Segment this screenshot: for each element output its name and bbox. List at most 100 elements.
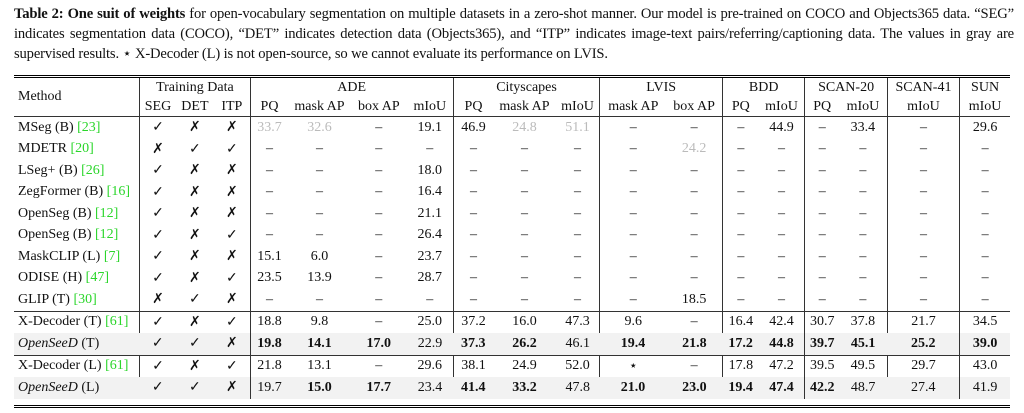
value-ade-pq: 33.7 — [249, 116, 289, 139]
value-city-pq: – — [452, 203, 494, 225]
value-scan20-miou: – — [859, 184, 867, 200]
value-scan20-pq: – — [804, 224, 840, 246]
value-scan20-pq: – — [804, 267, 840, 289]
value-scan20-miou: 33.4 — [850, 119, 876, 135]
check-icon: ✓ — [139, 333, 176, 355]
cross-icon: ✗ — [189, 184, 201, 200]
value-scan20-pq: – — [804, 160, 840, 182]
value-lvis-box-ap: 23.0 — [666, 377, 723, 399]
value-lvis-box-ap: – — [690, 227, 698, 243]
citation-link: [7] — [103, 248, 121, 264]
value-lvis-mask-ap: ⋆ — [599, 354, 667, 377]
value-lvis-box-ap: – — [690, 162, 698, 178]
top-rule — [14, 75, 1010, 78]
table-row: MaskCLIP (L) [7] ✓ ✗ ✗ 15.1 6.0–23.7– – – – – – – – –… — [14, 246, 1010, 268]
method-name: LSeg+ (B) — [18, 162, 78, 178]
table-row: OpenSeeD (L) ✓ ✓ ✗ 19.7 15.0 17.7 23.4 41.4 33.2 4… — [14, 377, 1010, 399]
value-lvis-mask-ap: 21.0 — [599, 377, 667, 399]
value-scan20-pq: – — [804, 138, 840, 160]
value-sun-miou: 34.5 — [959, 310, 1010, 333]
method-cell: ODISE (H) [47] — [14, 268, 140, 290]
table-row: GLIP (T) [30] ✗ ✓ ✗ – – – – – – – –18.5– – – – – – — [14, 289, 1010, 311]
value-city-mask-ap: – — [521, 291, 528, 307]
value-ade-box-ap: 17.0 — [350, 333, 407, 355]
method-cell: OpenSeeD (L) — [14, 377, 140, 399]
cross-icon: ✗ — [189, 120, 201, 136]
value-lvis-mask-ap: – — [599, 246, 667, 268]
table-row: ODISE (H) [47] ✓ ✗ ✓ 23.5 13.9–28.7– – – – – – – – – –… — [14, 267, 1010, 290]
cross-icon: ✗ — [213, 333, 251, 355]
value-city-mask-ap: – — [521, 248, 528, 264]
value-city-miou: 51.1 — [565, 119, 590, 135]
value-scan20-pq: 42.2 — [804, 377, 840, 399]
value-ade-pq: – — [249, 203, 289, 225]
value-city-miou: 47.8 — [555, 377, 600, 399]
header-bdd-pq: PQ — [721, 97, 759, 117]
value-city-mask-ap: 24.9 — [493, 354, 556, 377]
check-icon: ✓ — [213, 354, 251, 377]
table-row: X-Decoder (L) [61] ✓ ✗ ✓ 21.8 13.1–29.6 38.1 24… — [14, 354, 1010, 377]
value-bdd-miou: – — [778, 162, 786, 178]
check-icon: ✓ — [225, 141, 238, 157]
value-lvis-mask-ap: – — [599, 289, 667, 311]
value-ade-miou: 22.9 — [406, 333, 454, 355]
value-bdd-miou: – — [778, 291, 786, 307]
check-icon: ✓ — [139, 354, 176, 377]
value-ade-miou: 21.1 — [417, 205, 443, 221]
value-ade-mask-ap: 15.0 — [288, 377, 351, 399]
cross-icon: ✗ — [175, 354, 214, 377]
value-lvis-box-ap: 21.8 — [666, 333, 723, 355]
value-ade-pq: – — [249, 289, 289, 311]
check-icon: ✓ — [213, 310, 251, 333]
value-scan41-miou: – — [886, 116, 960, 139]
header-scan41-miou: mIoU — [886, 97, 960, 117]
method-name: OpenSeeD — [18, 335, 78, 351]
check-icon: ✓ — [139, 377, 176, 399]
value-ade-box-ap: – — [375, 162, 383, 178]
table-row: LSeg+ (B) [26] ✓ ✗ ✗ – – –18.0– – – – – – – – – – – — [14, 160, 1010, 182]
cross-icon: ✗ — [189, 206, 201, 222]
header-cityscapes: Cityscapes — [452, 78, 600, 97]
value-ade-miou: 23.4 — [406, 377, 454, 399]
citation-link: [23] — [77, 119, 101, 135]
value-bdd-miou: – — [778, 270, 786, 286]
value-scan41-miou: 25.2 — [887, 333, 960, 355]
value-city-miou: 52.0 — [555, 354, 600, 377]
value-ade-miou: 23.7 — [417, 248, 443, 264]
citation-link: [12] — [95, 205, 119, 221]
value-ade-pq: – — [249, 138, 289, 160]
value-lvis-mask-ap: – — [599, 138, 667, 160]
value-ade-mask-ap: 32.6 — [307, 119, 332, 135]
header-itp: ITP — [213, 97, 251, 117]
value-sun-miou: 41.9 — [959, 377, 1010, 399]
value-ade-mask-ap: – — [316, 141, 323, 157]
value-bdd-pq: – — [721, 181, 759, 203]
citation-link: [26] — [81, 162, 105, 178]
value-ade-box-ap: – — [375, 141, 383, 157]
value-bdd-miou: 47.4 — [758, 377, 805, 399]
value-city-miou: – — [574, 248, 582, 264]
value-scan41-miou: – — [886, 160, 960, 182]
value-bdd-miou: – — [778, 205, 786, 221]
value-ade-pq: – — [249, 224, 289, 246]
citation-link: [30] — [73, 291, 97, 307]
header-det: DET — [175, 97, 214, 117]
value-scan20-miou: – — [859, 291, 867, 307]
value-lvis-mask-ap: – — [599, 181, 667, 203]
value-scan20-miou: – — [859, 248, 867, 264]
value-city-pq: 38.1 — [452, 354, 494, 377]
value-ade-box-ap: – — [375, 291, 383, 307]
value-city-miou: – — [574, 227, 582, 243]
value-city-pq: – — [452, 289, 494, 311]
value-ade-pq: 21.8 — [249, 354, 289, 377]
method-name: MSeg (B) — [18, 119, 74, 135]
value-lvis-mask-ap: 19.4 — [599, 333, 667, 355]
value-lvis-box-ap: – — [690, 270, 698, 286]
value-bdd-miou: 47.2 — [758, 354, 805, 377]
value-scan41-miou: – — [886, 224, 960, 246]
value-city-miou: – — [574, 270, 582, 286]
value-bdd-miou: – — [778, 248, 786, 264]
value-city-mask-ap: – — [521, 184, 528, 200]
value-ade-box-ap: – — [350, 310, 407, 333]
method-name: OpenSeeD — [18, 379, 78, 395]
